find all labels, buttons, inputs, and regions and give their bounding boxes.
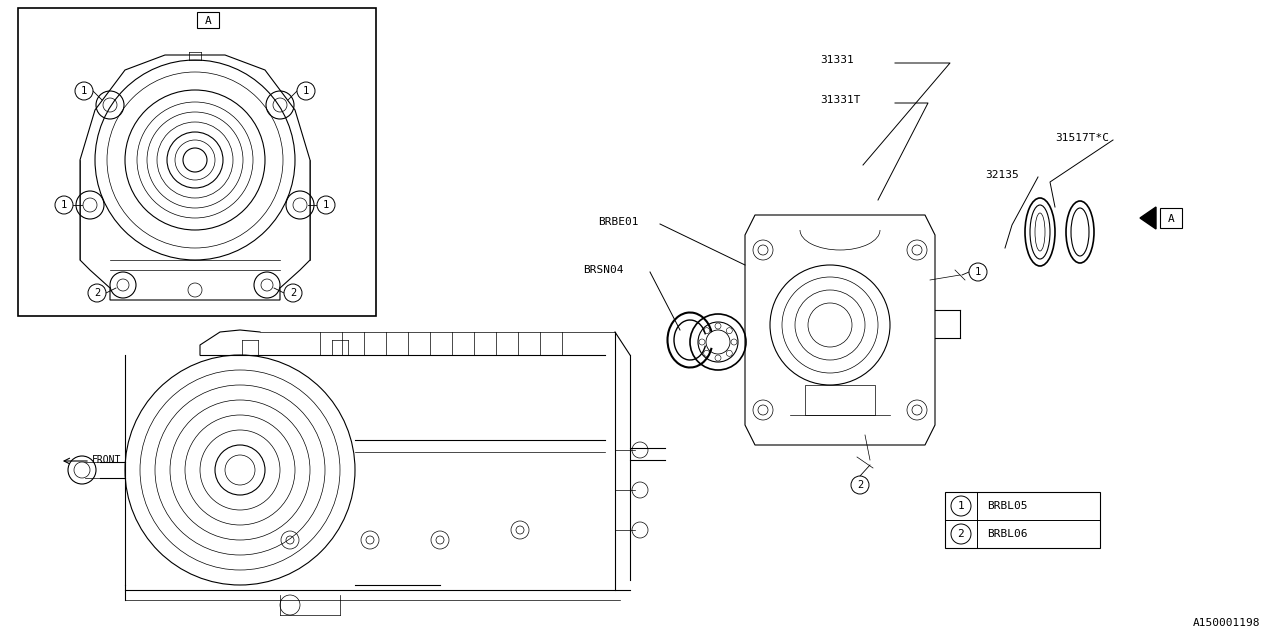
Text: 31517T*C: 31517T*C xyxy=(1055,133,1108,143)
Text: 32135: 32135 xyxy=(986,170,1019,180)
Circle shape xyxy=(317,196,335,214)
Circle shape xyxy=(55,196,73,214)
Text: BRBE01: BRBE01 xyxy=(598,217,639,227)
Text: BRBL06: BRBL06 xyxy=(987,529,1028,539)
Bar xyxy=(197,12,219,28)
Bar xyxy=(805,385,876,415)
Circle shape xyxy=(76,82,93,100)
Text: 1: 1 xyxy=(957,501,964,511)
Circle shape xyxy=(851,476,869,494)
Text: A150001198: A150001198 xyxy=(1193,618,1260,628)
Bar xyxy=(945,492,1100,548)
Bar xyxy=(18,8,376,316)
Circle shape xyxy=(951,524,972,544)
Circle shape xyxy=(284,284,302,302)
Text: 1: 1 xyxy=(81,86,87,96)
Text: A: A xyxy=(205,16,211,26)
Text: FRONT: FRONT xyxy=(92,455,122,465)
Text: 1: 1 xyxy=(61,200,67,210)
Text: 2: 2 xyxy=(93,288,100,298)
Text: BRSN04: BRSN04 xyxy=(582,265,623,275)
Text: 1: 1 xyxy=(303,86,310,96)
Text: 31331: 31331 xyxy=(820,55,854,65)
Text: 2: 2 xyxy=(856,480,863,490)
Bar xyxy=(1160,208,1181,228)
Text: 1: 1 xyxy=(323,200,329,210)
Text: 2: 2 xyxy=(957,529,964,539)
Circle shape xyxy=(88,284,106,302)
Polygon shape xyxy=(1140,207,1156,229)
Text: A: A xyxy=(1167,214,1174,224)
Circle shape xyxy=(297,82,315,100)
Text: BRBL05: BRBL05 xyxy=(987,501,1028,511)
Circle shape xyxy=(951,496,972,516)
Text: 1: 1 xyxy=(975,267,982,277)
Circle shape xyxy=(969,263,987,281)
Text: 31331T: 31331T xyxy=(820,95,860,105)
Text: 2: 2 xyxy=(289,288,296,298)
